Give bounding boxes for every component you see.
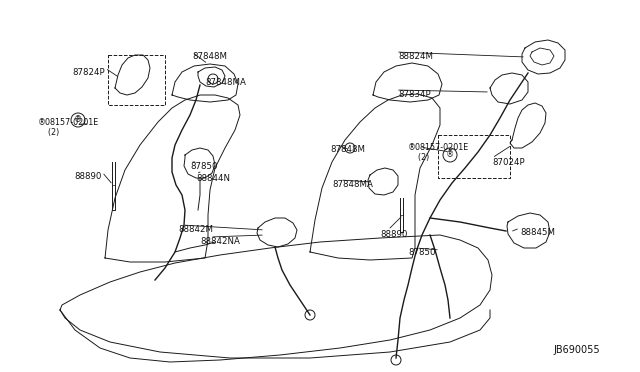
Text: 87848MA: 87848MA bbox=[332, 180, 373, 189]
Text: 87834P: 87834P bbox=[398, 90, 431, 99]
Text: 88842NA: 88842NA bbox=[200, 237, 240, 246]
Text: 87024P: 87024P bbox=[492, 158, 525, 167]
Text: 88824M: 88824M bbox=[398, 52, 433, 61]
Text: 87824P: 87824P bbox=[72, 68, 105, 77]
Text: ®: ® bbox=[74, 115, 82, 125]
Text: 88844N: 88844N bbox=[196, 174, 230, 183]
Text: 87850: 87850 bbox=[408, 248, 435, 257]
Text: 88842M: 88842M bbox=[178, 225, 213, 234]
Text: 88890: 88890 bbox=[380, 230, 408, 239]
Text: 88845M: 88845M bbox=[520, 228, 555, 237]
Text: ®: ® bbox=[446, 151, 454, 160]
Text: 87848M: 87848M bbox=[330, 145, 365, 154]
Text: ®08157-0201E
    (2): ®08157-0201E (2) bbox=[408, 143, 469, 163]
Text: JB690055: JB690055 bbox=[554, 345, 600, 355]
Text: 87850: 87850 bbox=[190, 162, 218, 171]
Text: 87848MA: 87848MA bbox=[205, 78, 246, 87]
Text: 88890: 88890 bbox=[75, 172, 102, 181]
Text: 87848M: 87848M bbox=[192, 52, 227, 61]
Text: ®08157-0201E
    (2): ®08157-0201E (2) bbox=[38, 118, 99, 137]
